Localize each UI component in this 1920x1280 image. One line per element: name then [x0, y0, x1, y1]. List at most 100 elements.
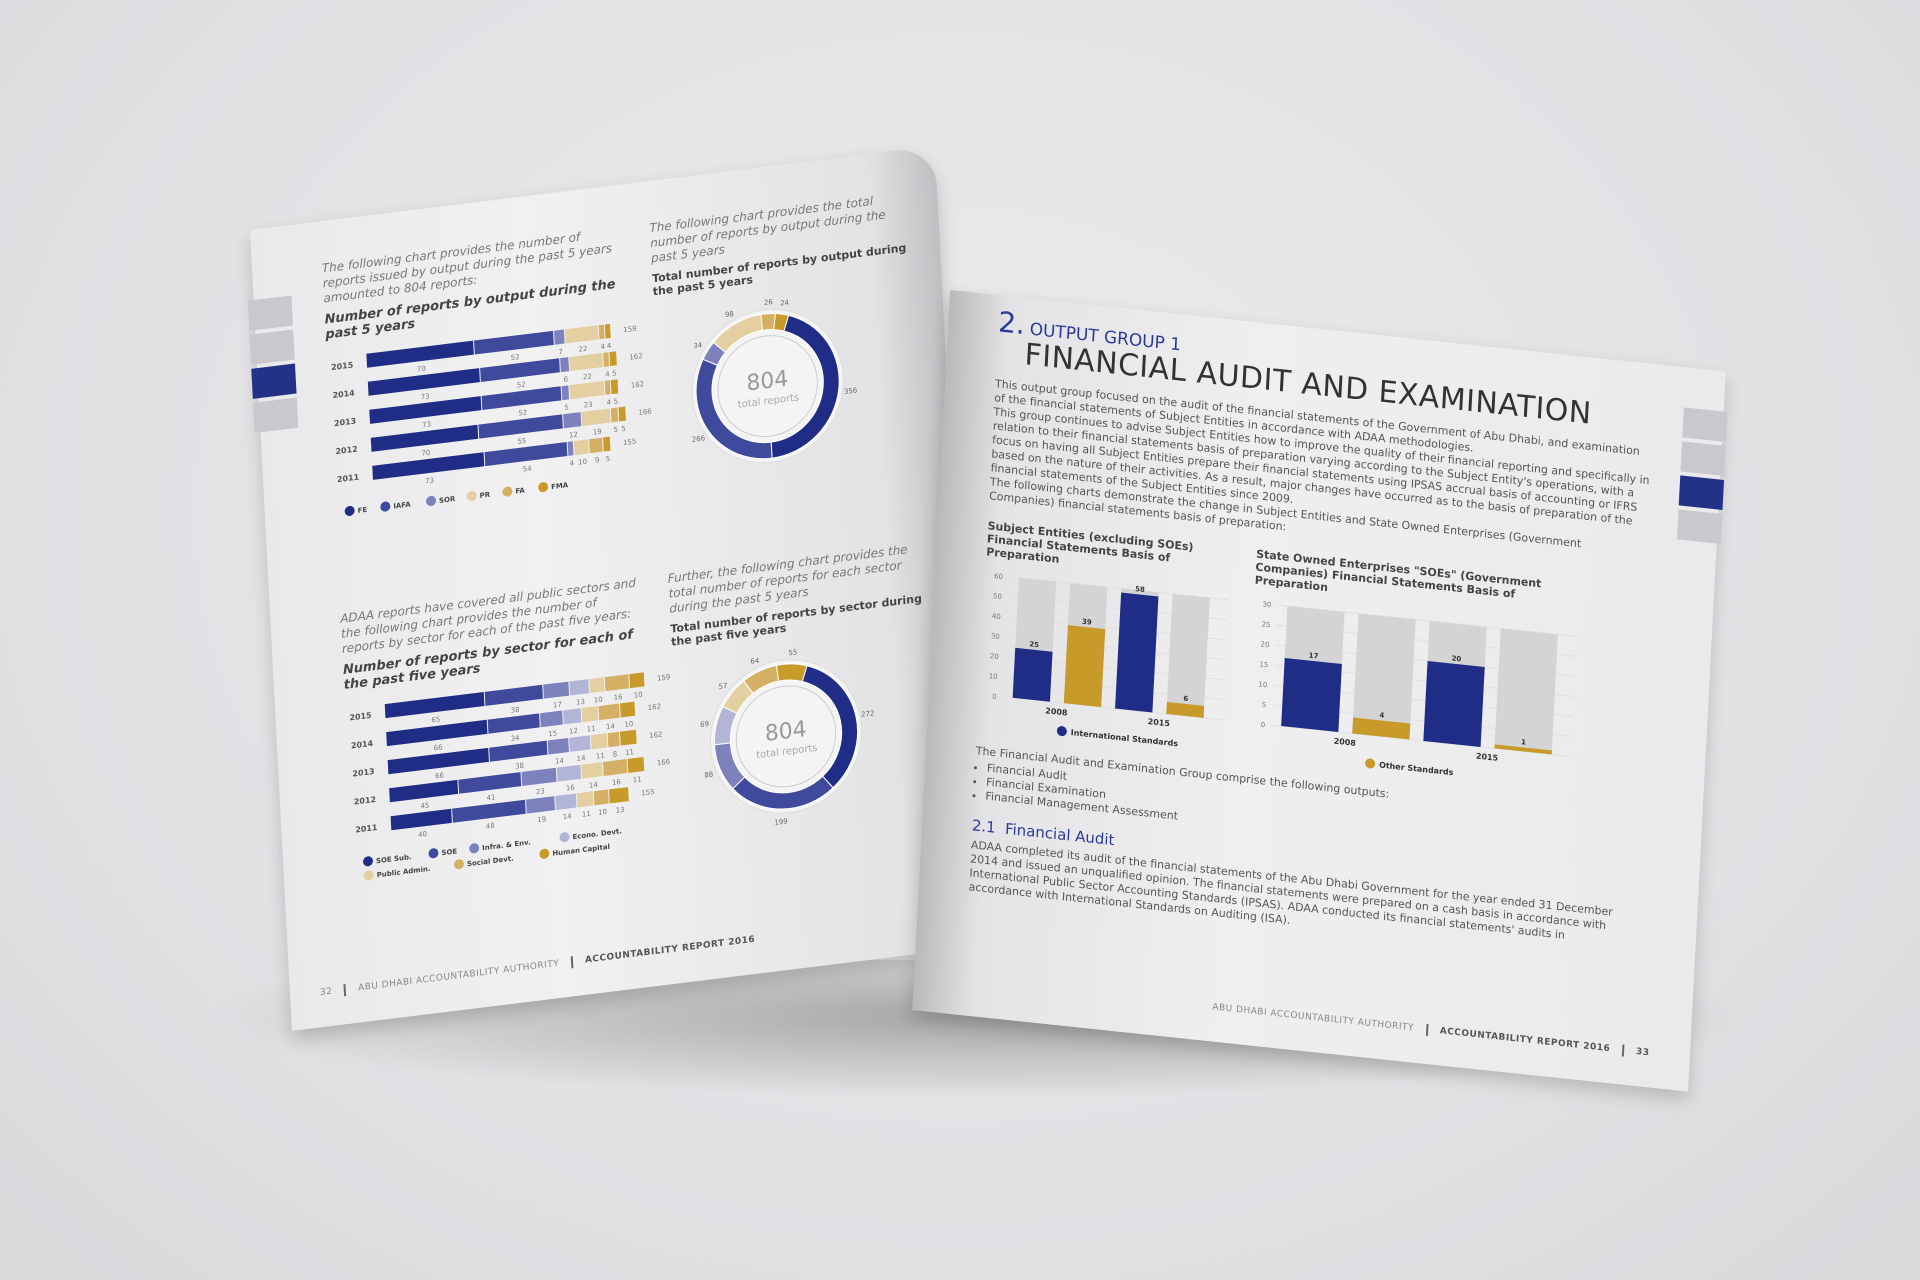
legend-marker [469, 843, 480, 854]
legend-label: IAFA [393, 500, 411, 510]
bar-segment [478, 414, 563, 439]
value-label: 16 [566, 784, 576, 793]
slice-label: 199 [774, 817, 788, 827]
x-tick-label: 2008 [1333, 737, 1356, 748]
value-label: 16 [612, 778, 622, 787]
value-label: 39 [1082, 618, 1092, 627]
year-label: 2011 [355, 823, 378, 835]
bar-segment [619, 729, 637, 746]
legend-marker [428, 848, 439, 859]
legend-marker [502, 486, 513, 497]
y-tick-label: 60 [994, 572, 1003, 581]
bar-segment [603, 436, 611, 452]
legend-label: International Standards [1071, 728, 1179, 748]
total-label: 162 [649, 730, 663, 740]
bar-segment [367, 368, 480, 396]
value-label: 11 [625, 748, 634, 757]
legend-marker [466, 490, 477, 502]
gridline [1002, 696, 1223, 721]
legend-label: SOE Sub. [376, 853, 412, 865]
value-label: 14 [555, 757, 565, 766]
y-tick-label: 0 [1261, 721, 1266, 729]
value-label: 22 [578, 345, 587, 354]
bar-segment [480, 358, 560, 382]
bar-segment [581, 408, 611, 426]
legend-marker [363, 856, 373, 867]
value-label: 10 [578, 458, 587, 467]
section-tab [1680, 441, 1726, 476]
value-label: 11 [582, 810, 591, 819]
bar-segment [369, 396, 482, 424]
bar-background [1494, 628, 1558, 755]
total-label: 155 [623, 438, 637, 448]
bar-segment [598, 324, 605, 340]
slice-label: 26 [764, 298, 774, 307]
footer-org: ABU DHABI ACCOUNTABILITY AUTHORITY [357, 958, 560, 994]
bar-segment [372, 452, 485, 480]
legend-marker [454, 859, 465, 870]
value-label: 6 [1183, 695, 1188, 704]
bar-segment [581, 762, 603, 779]
value-label: 19 [593, 428, 602, 437]
value-label: 54 [523, 464, 533, 473]
bar-segment [560, 357, 570, 373]
divider [570, 956, 574, 969]
bar-segment [540, 710, 563, 728]
value-label: 13 [616, 806, 625, 815]
bar-segment [561, 385, 570, 401]
legend-marker [539, 848, 550, 859]
bar-segment [607, 731, 620, 748]
value-label: 73 [421, 392, 430, 401]
slice-label: 266 [692, 434, 706, 444]
value-label: 23 [536, 787, 545, 796]
bar-segment [389, 779, 459, 803]
section-tab [1682, 407, 1728, 442]
year-label: 2015 [331, 360, 354, 372]
legend-label: Human Capital [552, 843, 610, 858]
value-label: 73 [422, 420, 431, 429]
year-label: 2012 [335, 445, 358, 457]
legend-marker [1365, 758, 1376, 769]
left-page: The following chart provides the number … [247, 145, 977, 1031]
bar [1012, 647, 1053, 702]
donut-slice [775, 663, 808, 683]
value-label: 45 [420, 801, 429, 810]
value-label: 52 [517, 381, 526, 390]
bar-segment [458, 772, 522, 794]
value-label: 10 [598, 808, 607, 817]
bar [1115, 592, 1159, 713]
bar-segment [386, 719, 488, 747]
bar-background [1352, 613, 1416, 740]
center-value: 804 [764, 717, 807, 747]
value-label: 48 [486, 822, 495, 831]
bar-segment [610, 407, 619, 423]
legend-marker [344, 505, 355, 516]
bar-segment [481, 386, 562, 411]
bar [1352, 717, 1411, 740]
y-tick-label: 25 [1261, 620, 1270, 629]
y-tick-label: 30 [1262, 600, 1271, 609]
bar-segment [525, 796, 555, 814]
slice-label: 34 [693, 341, 703, 350]
year-label: 2015 [349, 711, 372, 723]
value-label: 20 [1451, 654, 1461, 663]
legend-label: Econo. Devt. [572, 827, 622, 841]
bar-segment [573, 439, 589, 456]
bar [1423, 660, 1485, 747]
value-label: 5 [612, 369, 617, 378]
value-label: 11 [596, 752, 605, 761]
bar-segment [390, 808, 452, 831]
year-label: 2012 [354, 795, 377, 807]
bar-segment [555, 793, 577, 811]
bar-segment [598, 703, 620, 721]
bar-segment [484, 441, 568, 467]
value-label: 4 [607, 342, 612, 351]
value-label: 4 [600, 343, 605, 352]
value-label: 65 [431, 715, 440, 724]
value-label: 10 [594, 696, 603, 705]
bar-segment [569, 352, 603, 372]
section-tab [249, 329, 295, 365]
